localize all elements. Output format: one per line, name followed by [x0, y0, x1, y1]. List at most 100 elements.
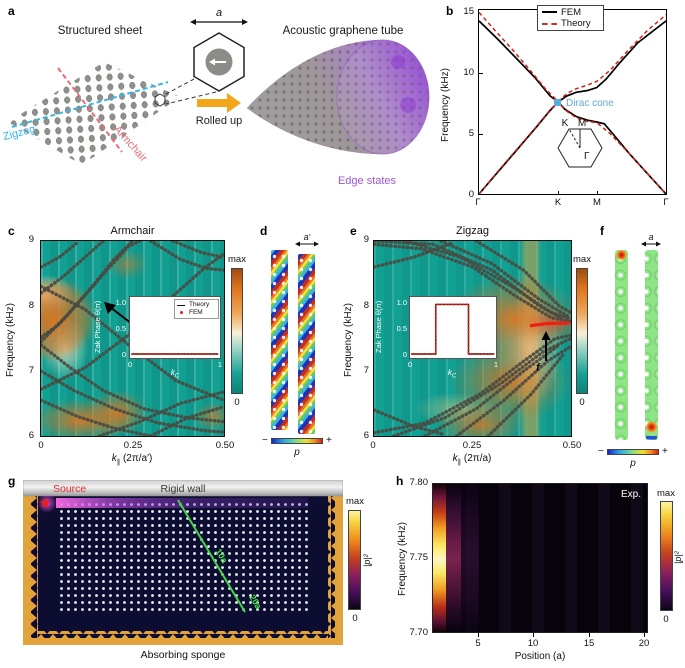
band — [392, 336, 571, 436]
band — [423, 343, 561, 436]
inset-theory-label: Theory — [189, 301, 210, 308]
d-cbar-plus: + — [326, 435, 332, 446]
Theory-lower — [479, 100, 666, 194]
c-inset-legend: Theory FEM — [174, 299, 219, 319]
band — [149, 405, 224, 436]
e-band-overlay — [374, 241, 571, 436]
panel-f-modes: a — [615, 234, 661, 440]
d-width-label: a′ — [304, 234, 311, 242]
c-colorbar — [231, 268, 243, 394]
band — [474, 241, 571, 315]
h-xlabel: Position (a) — [514, 651, 566, 662]
f-cbar-minus: − — [598, 446, 604, 457]
zigzag-label: Zigzag — [2, 123, 37, 143]
c-inset-xtick-1: 1 — [217, 360, 223, 369]
bz-m-label: M — [578, 118, 586, 129]
edge-state-hotspot-top — [616, 249, 627, 261]
b-tick — [479, 134, 483, 135]
band — [41, 343, 224, 424]
h-tick — [533, 633, 534, 637]
band — [374, 408, 447, 436]
e-xtick-0: 0 — [370, 440, 376, 451]
h-xtick-5: 5 — [475, 638, 481, 649]
b-xtick-g1: Γ — [475, 197, 481, 208]
c-inset-ytick-05: 0.5 — [115, 324, 126, 333]
panel-b-label: b — [446, 4, 454, 18]
h-ytick-770: 7.70 — [409, 627, 429, 638]
c-ytick-6: 6 — [28, 430, 34, 441]
b-ytick-0: 0 — [468, 189, 474, 200]
d-strip-right — [298, 254, 315, 434]
tube-hole-texture — [247, 40, 429, 154]
panel-c-label: c — [8, 224, 15, 238]
h-cbar-min: 0 — [663, 614, 669, 625]
b-xtick-k: K — [554, 197, 562, 208]
c-inset-ytick-0: 0 — [121, 350, 126, 359]
k-symbol: k — [447, 368, 452, 377]
panel-b-plot — [478, 9, 667, 195]
arrow-head — [541, 331, 551, 340]
rigid-wall-label: Rigid wall — [161, 483, 206, 495]
h-tick — [478, 633, 479, 637]
g-cbar-label: |p|² — [362, 554, 372, 567]
fem-legend-label: FEM — [561, 6, 582, 18]
c-ytick-9: 9 — [28, 234, 34, 245]
e-zak-chart — [410, 303, 496, 355]
h-tick — [644, 633, 645, 637]
h-ytick-775: 7.75 — [409, 552, 429, 563]
k-symbol: k — [452, 453, 458, 464]
panel-g-field-map: Rigid wall Source 10a 20a — [23, 480, 343, 645]
negative-pressure-spot — [646, 436, 657, 440]
e-xtick-05: 0.50 — [562, 440, 582, 451]
c-inset-xlabel: kC — [165, 369, 185, 380]
h-ytick-780: 7.80 — [409, 477, 429, 488]
zoom-line-1 — [163, 78, 195, 96]
unit-cell-marker — [154, 93, 166, 107]
e-colorbar — [576, 268, 588, 394]
lattice-dot-grid — [56, 508, 308, 614]
panel-e-title: Zigzag — [455, 225, 490, 237]
c-ytick-8: 8 — [28, 300, 34, 311]
panel-e-label: e — [350, 224, 357, 238]
g-cbar-max: max — [346, 496, 364, 507]
h-xtick-20: 20 — [638, 638, 650, 649]
h-bright-column — [433, 484, 446, 632]
f-cbar-label: p — [630, 458, 636, 469]
zoom-line-2 — [165, 91, 217, 105]
FEM-lower — [479, 100, 666, 194]
rolled-up-arrow — [197, 93, 241, 113]
h-xtick-15: 15 — [583, 638, 595, 649]
f-width-label: a — [648, 234, 653, 242]
xlabel-units: (2π/a) — [461, 453, 492, 464]
xlabel-units: (2π/a′) — [120, 453, 153, 464]
e-ytick-8: 8 — [363, 300, 369, 311]
e-inset-xtick-1: 1 — [493, 360, 499, 369]
c-ytick-7: 7 — [28, 365, 34, 376]
edge-state-hotspot-bottom — [645, 421, 658, 433]
h-cbar-max: max — [657, 488, 675, 499]
zak-theory — [411, 303, 495, 355]
panel-a-label: a — [8, 4, 15, 18]
b-tick — [479, 73, 483, 74]
c-inset-ylabel: Zak Phase θ(π) — [93, 300, 102, 354]
e-inset-xlabel: kC — [442, 369, 462, 380]
arrowhead-left — [295, 241, 300, 247]
arrowhead-right — [656, 241, 661, 247]
d-strip-left — [271, 250, 288, 430]
f-cbar-plus: + — [662, 446, 668, 457]
c-xtick-05: 0.50 — [215, 440, 235, 451]
e-cbar-max: max — [573, 254, 591, 265]
edge-state-glow — [56, 498, 308, 508]
band — [403, 241, 571, 321]
band — [41, 241, 135, 344]
tube-title: Acoustic graphene tube — [283, 25, 404, 37]
fem-line-sample — [542, 11, 557, 14]
legend-row-fem: FEM — [542, 6, 599, 18]
inset-fem-label: FEM — [189, 308, 203, 316]
band — [171, 241, 224, 259]
panel-c-ylabel: Frequency (kHz) — [5, 303, 16, 377]
lattice-constant-label: a — [216, 7, 222, 19]
band — [374, 333, 571, 435]
fem-dot-sample — [179, 311, 183, 315]
k-subscript: C — [451, 373, 457, 380]
